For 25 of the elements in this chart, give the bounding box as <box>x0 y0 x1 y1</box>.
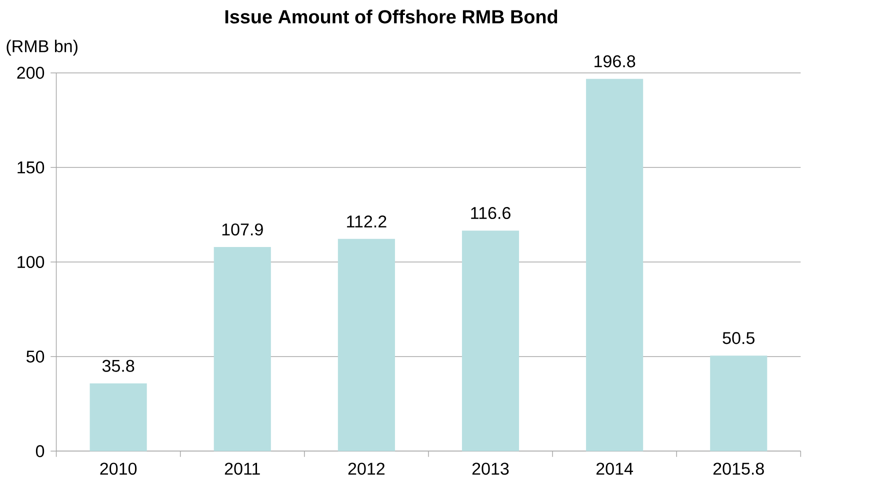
chart-title: Issue Amount of Offshore RMB Bond <box>225 10 558 24</box>
bar <box>90 383 147 452</box>
bar <box>214 247 271 452</box>
data-label: 50.5 <box>722 332 754 344</box>
y-tick-label: 0 <box>36 445 44 458</box>
bar <box>338 238 395 452</box>
x-tick-label: 2010 <box>100 462 137 475</box>
y-tick-label: 150 <box>18 161 44 174</box>
data-label: 116.6 <box>471 206 510 220</box>
data-label: 196.8 <box>594 55 636 68</box>
y-axis-title: (RMB bn) <box>6 40 78 56</box>
x-tick-label: 2012 <box>348 462 385 475</box>
bar <box>586 78 644 452</box>
data-label: 112.2 <box>347 215 386 228</box>
x-tick-label: 2014 <box>596 462 633 475</box>
y-tick-label: 100 <box>18 256 44 268</box>
x-tick-label: 2015.8 <box>713 462 764 475</box>
y-tick-label: 200 <box>17 66 44 79</box>
data-label: 107.9 <box>222 223 263 236</box>
bar <box>710 356 768 452</box>
data-label: 35.8 <box>102 360 134 372</box>
bar <box>462 230 520 452</box>
y-tick-label: 50 <box>26 350 44 363</box>
x-tick-label: 2013 <box>472 462 509 475</box>
x-tick-label: 2011 <box>224 462 260 475</box>
